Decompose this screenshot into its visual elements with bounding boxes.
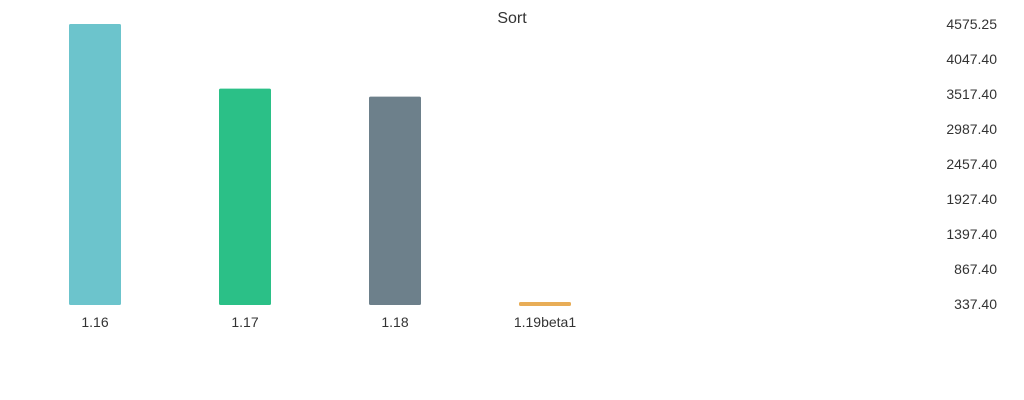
bar-1.17[interactable] [219, 88, 271, 305]
bar-1.19beta1[interactable] [519, 302, 571, 306]
y-tick-label: 3517.40 [946, 86, 997, 102]
bar-1.16[interactable] [69, 24, 121, 305]
bar-1.18[interactable] [369, 96, 421, 305]
category-label-1.17: 1.17 [231, 314, 258, 330]
y-axis-ticks: 4575.25 4047.40 3517.40 2987.40 2457.40 1927.… [946, 16, 997, 312]
y-tick-label: 1927.40 [946, 191, 997, 207]
y-tick-label: 2457.40 [946, 156, 997, 172]
y-tick-label: 337.40 [954, 296, 997, 312]
chart-title: Sort [497, 10, 527, 27]
y-tick-label: 4575.25 [946, 16, 997, 32]
category-label-1.19beta1: 1.19beta1 [514, 314, 576, 330]
category-labels: 1.16 1.17 1.18 1.19beta1 [81, 314, 576, 330]
y-tick-label: 2987.40 [946, 121, 997, 137]
bars-group [69, 24, 571, 306]
y-tick-label: 867.40 [954, 261, 997, 277]
category-label-1.16: 1.16 [81, 314, 108, 330]
y-tick-label: 1397.40 [946, 226, 997, 242]
y-tick-label: 4047.40 [946, 51, 997, 67]
category-label-1.18: 1.18 [381, 314, 408, 330]
